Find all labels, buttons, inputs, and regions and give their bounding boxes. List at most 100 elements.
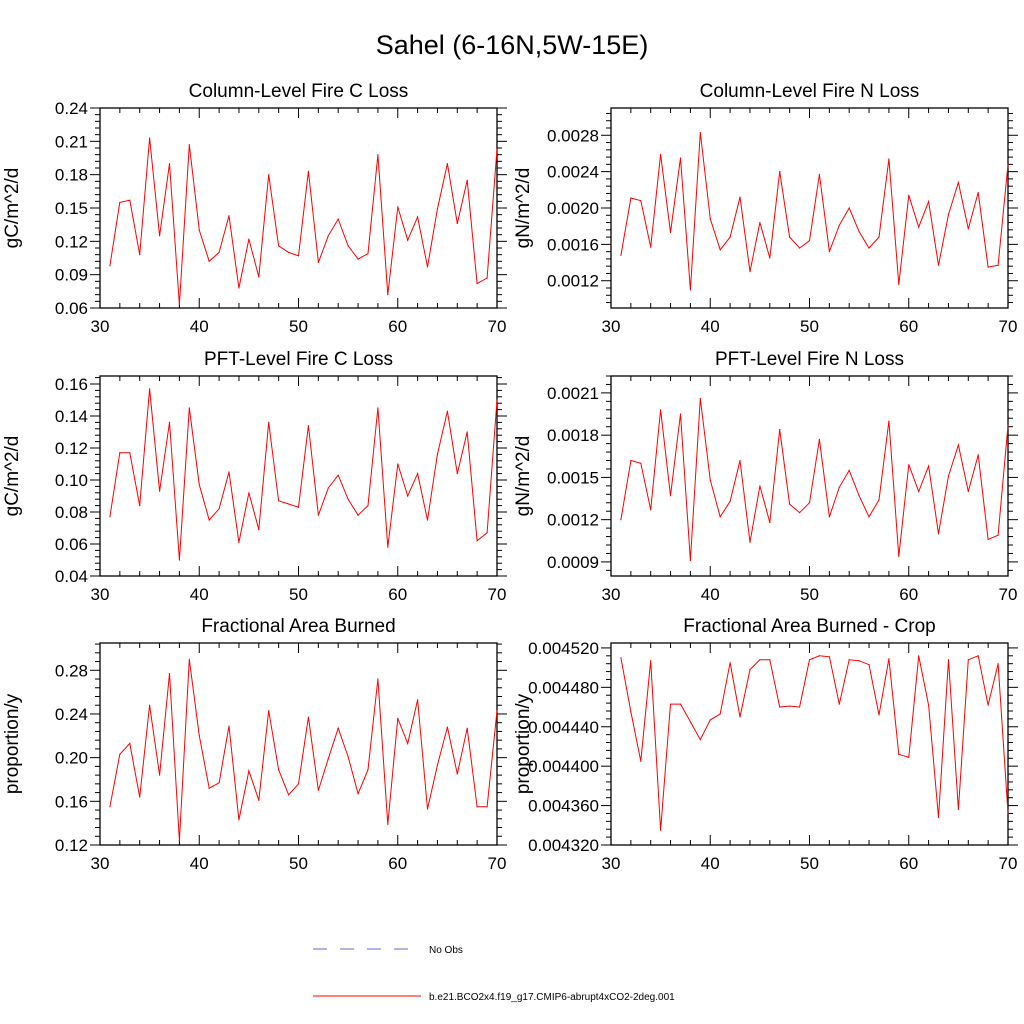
- data-point: [818, 438, 821, 440]
- x-tick-label: 30: [91, 585, 110, 604]
- data-point: [868, 516, 870, 518]
- data-point: [258, 529, 260, 531]
- data-point: [650, 509, 652, 511]
- x-tick-label: 50: [289, 317, 308, 336]
- data-point: [198, 229, 200, 231]
- series-line: [109, 659, 498, 841]
- data-point: [808, 659, 811, 661]
- chart-panel-3: PFT-Level Fire C Loss gC/m^2/d 30 40 50 60 70 0…: [2, 349, 507, 604]
- y-tick-label: 0.16: [55, 792, 88, 811]
- data-point: [709, 218, 711, 220]
- data-point: [278, 500, 280, 502]
- data-point: [158, 490, 161, 492]
- data-point: [337, 218, 339, 220]
- y-tick-label: 0.09: [55, 266, 88, 285]
- data-point: [689, 289, 692, 291]
- legend-label: b.e21.BCO2x4.f19_g17.CMIP6-abrupt4xCO2-2…: [429, 992, 675, 1003]
- data-point: [759, 485, 761, 487]
- y-tick-label: 0.14: [55, 407, 88, 426]
- data-point: [660, 409, 662, 411]
- data-point: [679, 413, 682, 415]
- y-tick-label: 0.0028: [547, 126, 599, 145]
- data-point: [307, 425, 310, 427]
- data-point: [268, 710, 270, 712]
- data-point: [208, 787, 210, 789]
- y-tick-label: 0.0020: [547, 199, 599, 218]
- data-point: [208, 519, 210, 521]
- data-point: [828, 251, 830, 253]
- data-point: [620, 519, 622, 521]
- data-point: [918, 226, 920, 228]
- data-point: [719, 249, 721, 251]
- y-tick-label: 0.0021: [547, 384, 599, 403]
- data-point: [957, 444, 959, 446]
- y-axis-label: proportion/y: [513, 693, 534, 794]
- x-tick-label: 70: [488, 854, 507, 873]
- data-point: [436, 208, 439, 210]
- x-tick-label: 50: [800, 317, 819, 336]
- data-point: [947, 659, 950, 661]
- data-point: [496, 399, 498, 401]
- data-point: [367, 769, 369, 771]
- data-point: [640, 462, 642, 464]
- data-point: [918, 490, 920, 493]
- data-point: [337, 474, 339, 476]
- data-point: [387, 294, 389, 296]
- page-title: Sahel (6-16N,5W-15E): [375, 30, 649, 60]
- data-point: [109, 516, 111, 518]
- data-point: [908, 464, 910, 466]
- data-point: [739, 459, 741, 462]
- y-axis-label: gC/m^2/d: [2, 168, 23, 249]
- data-point: [779, 428, 781, 431]
- data-point: [476, 806, 478, 808]
- data-point: [178, 559, 180, 561]
- data-point: [868, 247, 870, 249]
- data-point: [476, 282, 478, 285]
- data-point: [188, 144, 190, 146]
- data-point: [357, 793, 359, 795]
- data-point: [640, 760, 642, 762]
- data-point: [417, 473, 419, 475]
- data-point: [928, 465, 930, 467]
- data-point: [749, 669, 751, 671]
- y-tick-label: 0.0018: [547, 426, 599, 445]
- data-point: [476, 540, 478, 542]
- data-point: [749, 541, 751, 543]
- data-point: [928, 201, 930, 203]
- data-point: [496, 148, 498, 150]
- data-point: [798, 512, 801, 514]
- data-point: [699, 131, 701, 134]
- data-point: [798, 706, 801, 708]
- legend: No Obs b.e21.BCO2x4.f19_g17.CMIP6-abrupt4…: [313, 945, 675, 1003]
- data-point: [307, 170, 310, 172]
- y-tick-label: 0.12: [55, 232, 88, 251]
- series-line: [109, 388, 498, 561]
- data-point: [426, 519, 429, 521]
- y-tick-label: 0.0015: [547, 468, 599, 487]
- data-point: [650, 660, 652, 662]
- x-tick-label: 30: [602, 317, 621, 336]
- data-point: [327, 758, 329, 760]
- data-point: [417, 216, 419, 218]
- data-point: [858, 660, 860, 662]
- data-point: [947, 475, 950, 477]
- y-tick-label: 0.16: [55, 375, 88, 394]
- data-point: [407, 239, 409, 241]
- data-point: [848, 207, 850, 209]
- data-point: [640, 200, 642, 202]
- series-line: [109, 137, 498, 305]
- data-point: [287, 251, 290, 254]
- data-point: [838, 486, 840, 488]
- data-point: [268, 421, 270, 423]
- data-point: [967, 228, 969, 230]
- data-point: [357, 258, 359, 260]
- data-point: [307, 716, 310, 718]
- y-axis-label: proportion/y: [2, 693, 23, 794]
- data-point: [1007, 163, 1009, 165]
- data-point: [317, 261, 319, 264]
- x-tick-label: 30: [91, 317, 110, 336]
- data-point: [729, 236, 731, 238]
- data-point: [466, 431, 468, 433]
- data-point: [977, 655, 979, 657]
- data-point: [367, 505, 369, 507]
